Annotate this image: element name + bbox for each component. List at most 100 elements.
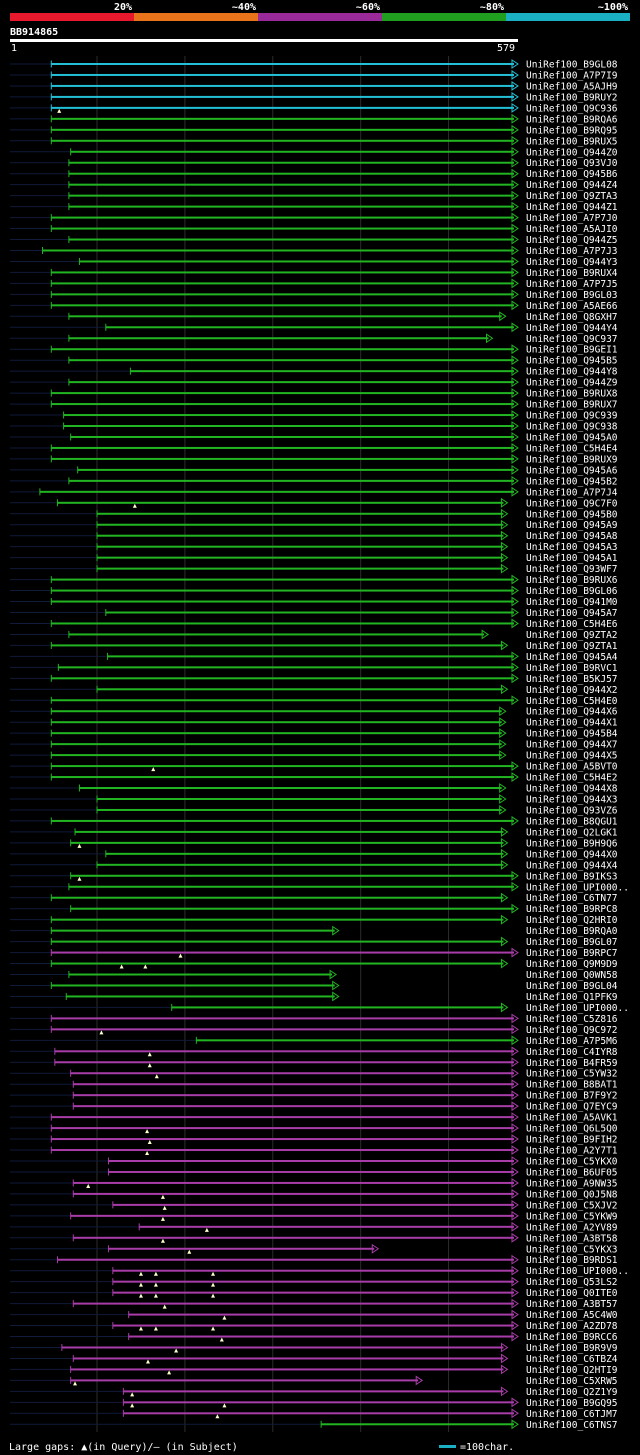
hit-name[interactable]: UniRef100_B9RUX9 (526, 454, 618, 465)
hit-row[interactable]: UniRef100_B9RQ95 (10, 124, 618, 136)
hit-name[interactable]: UniRef100_Q945B4 (526, 729, 618, 740)
hit-name[interactable]: UniRef100_Q944X6 (526, 707, 618, 718)
hit-row[interactable]: UniRef100_C6TJM7 (10, 1408, 618, 1420)
hit-row[interactable]: UniRef100_Q8GXH7 (10, 311, 618, 323)
hit-name[interactable]: UniRef100_Q9ZTA1 (526, 641, 618, 652)
hit-name[interactable]: UniRef100_B5KJ57 (526, 674, 618, 685)
hit-row[interactable]: UniRef100_C6TBZ4 (10, 1353, 618, 1365)
hit-row[interactable]: UniRef100_B9GL06 (10, 585, 618, 597)
hit-row[interactable]: UniRef100_Q945A4 (10, 651, 618, 663)
hit-name[interactable]: UniRef100_C5H4E4 (526, 443, 618, 454)
hit-row[interactable]: UniRef100_Q7EYC9 (10, 1101, 618, 1113)
hit-row[interactable]: UniRef100_Q945B0 (10, 508, 618, 520)
hit-row[interactable]: UniRef100_Q945A7 (10, 607, 618, 619)
hit-row[interactable]: UniRef100_UPI000.. (10, 1002, 629, 1014)
hit-row[interactable]: UniRef100_Q944X1 (10, 717, 618, 729)
hit-row[interactable]: UniRef100_C5YKW9 (10, 1210, 618, 1222)
hit-name[interactable]: UniRef100_Q944X3 (526, 794, 618, 805)
hit-name[interactable]: UniRef100_A5AJI0 (526, 224, 618, 235)
hit-name[interactable]: UniRef100_A7P7J0 (526, 213, 618, 224)
hit-row[interactable]: UniRef100_Q9C939 (10, 410, 618, 422)
hit-row[interactable]: UniRef100_A7P7J3 (10, 245, 618, 257)
hit-name[interactable]: UniRef100_Q7EYC9 (526, 1102, 618, 1113)
hit-row[interactable]: UniRef100_B4FR59 (10, 1057, 618, 1069)
hit-name[interactable]: UniRef100_Q945B2 (526, 476, 618, 487)
hit-name[interactable]: UniRef100_C5XJV2 (526, 1200, 618, 1211)
hit-row[interactable]: UniRef100_Q0WN58 (10, 969, 618, 981)
hit-row[interactable]: UniRef100_B9RQA0 (10, 925, 618, 937)
hit-name[interactable]: UniRef100_A7P7I9 (526, 70, 618, 81)
hit-row[interactable]: UniRef100_B6UF05 (10, 1167, 618, 1178)
hit-row[interactable]: UniRef100_Q944Z1 (10, 201, 618, 213)
hit-row[interactable]: UniRef100_C4IYR8 (10, 1046, 618, 1058)
hit-row[interactable]: UniRef100_Q944X0 (10, 848, 618, 860)
hit-row[interactable]: UniRef100_Q9C972 (10, 1024, 618, 1036)
hit-row[interactable]: UniRef100_Q2HRI0 (10, 914, 618, 926)
hit-name[interactable]: UniRef100_B9GEI1 (526, 345, 618, 356)
hit-row[interactable]: UniRef100_B9R9V9 (10, 1342, 618, 1354)
hit-name[interactable]: UniRef100_C5H4E6 (526, 619, 618, 630)
hit-row[interactable]: UniRef100_Q944Z9 (10, 377, 618, 389)
hit-name[interactable]: UniRef100_Q944Z4 (526, 180, 618, 191)
hit-name[interactable]: UniRef100_A2YV89 (526, 1222, 618, 1233)
hit-name[interactable]: UniRef100_B9GQ95 (526, 1398, 618, 1409)
hit-row[interactable]: UniRef100_C5YKX3 (10, 1243, 618, 1255)
hit-row[interactable]: UniRef100_Q945A8 (10, 530, 618, 542)
hit-row[interactable]: UniRef100_B8BAT1 (10, 1079, 618, 1091)
hit-row[interactable]: UniRef100_B9GEI1 (10, 344, 618, 356)
hit-name[interactable]: UniRef100_Q945B5 (526, 356, 618, 367)
hit-name[interactable]: UniRef100_UPI000.. (526, 1003, 629, 1014)
hit-name[interactable]: UniRef100_Q945A4 (526, 652, 618, 663)
hit-name[interactable]: UniRef100_A2Y7T1 (526, 1146, 618, 1157)
hit-name[interactable]: UniRef100_Q945A0 (526, 432, 618, 443)
hit-row[interactable]: UniRef100_A5AJI0 (10, 223, 618, 235)
hit-name[interactable]: UniRef100_Q9C938 (526, 422, 618, 433)
hit-row[interactable]: UniRef100_C5XRW5 (10, 1375, 618, 1387)
hit-row[interactable]: UniRef100_Q944Y8 (10, 366, 618, 378)
hit-name[interactable]: UniRef100_A5AJH9 (526, 81, 618, 92)
hit-row[interactable]: UniRef100_C6TNS7 (10, 1419, 618, 1431)
hit-row[interactable]: UniRef100_C5YKX0 (10, 1156, 618, 1168)
hit-row[interactable]: UniRef100_B9RUX8 (10, 388, 618, 400)
hit-row[interactable]: UniRef100_Q944Z0 (10, 146, 618, 158)
hit-name[interactable]: UniRef100_Q9ZTA2 (526, 630, 618, 641)
hit-name[interactable]: UniRef100_C5YKW9 (526, 1211, 618, 1222)
hit-name[interactable]: UniRef100_UPI000.. (526, 882, 629, 893)
hit-row[interactable]: UniRef100_B9RUX7 (10, 399, 618, 411)
hit-row[interactable]: UniRef100_Q9C936 (10, 102, 618, 114)
hit-row[interactable]: UniRef100_C5H4E4 (10, 443, 618, 454)
hit-row[interactable]: UniRef100_A2ZD78 (10, 1320, 618, 1332)
hit-row[interactable]: UniRef100_B9RUX9 (10, 453, 618, 465)
hit-row[interactable]: UniRef100_C5YW32 (10, 1068, 618, 1080)
hit-row[interactable]: UniRef100_B9RDS1 (10, 1254, 618, 1266)
hit-row[interactable]: UniRef100_Q944Z5 (10, 234, 618, 246)
hit-name[interactable]: UniRef100_Q0ITE0 (526, 1288, 618, 1299)
hit-name[interactable]: UniRef100_B9H9Q6 (526, 838, 618, 849)
hit-name[interactable]: UniRef100_Q93VJ0 (526, 158, 618, 169)
hit-name[interactable]: UniRef100_B9IKS3 (526, 871, 618, 882)
hit-name[interactable]: UniRef100_A5C4W0 (526, 1310, 618, 1321)
hit-name[interactable]: UniRef100_Q945B0 (526, 509, 618, 520)
hit-row[interactable]: UniRef100_A5C4W0 (10, 1309, 618, 1321)
hit-name[interactable]: UniRef100_A2ZD78 (526, 1321, 618, 1332)
hit-name[interactable]: UniRef100_A5AE66 (526, 301, 618, 312)
hit-row[interactable]: UniRef100_B9GQ95 (10, 1397, 618, 1409)
hit-row[interactable]: UniRef100_B9RUY2 (10, 91, 618, 103)
hit-row[interactable]: UniRef100_Q945B6 (10, 168, 618, 180)
hit-name[interactable]: UniRef100_Q944Y4 (526, 323, 618, 334)
hit-name[interactable]: UniRef100_B6UF05 (526, 1167, 618, 1178)
hit-name[interactable]: UniRef100_B9GL06 (526, 586, 618, 597)
hit-name[interactable]: UniRef100_B9RQA6 (526, 114, 618, 125)
hit-row[interactable]: UniRef100_Q944X4 (10, 859, 618, 871)
hit-name[interactable]: UniRef100_C6TJM7 (526, 1409, 618, 1420)
hit-row[interactable]: UniRef100_A2YV89 (10, 1221, 618, 1233)
hit-row[interactable]: UniRef100_Q944X7 (10, 739, 618, 751)
hit-name[interactable]: UniRef100_A7P7J4 (526, 487, 618, 498)
hit-row[interactable]: UniRef100_Q945B5 (10, 355, 618, 367)
hit-name[interactable]: UniRef100_Q9ZTA3 (526, 191, 618, 202)
hit-row[interactable]: UniRef100_B7F9Y2 (10, 1090, 618, 1102)
hit-name[interactable]: UniRef100_C6TBZ4 (526, 1354, 618, 1365)
hit-name[interactable]: UniRef100_A7P5M6 (526, 1036, 618, 1047)
hit-row[interactable]: UniRef100_C5H4E2 (10, 772, 618, 784)
hit-name[interactable]: UniRef100_Q944X2 (526, 685, 618, 696)
